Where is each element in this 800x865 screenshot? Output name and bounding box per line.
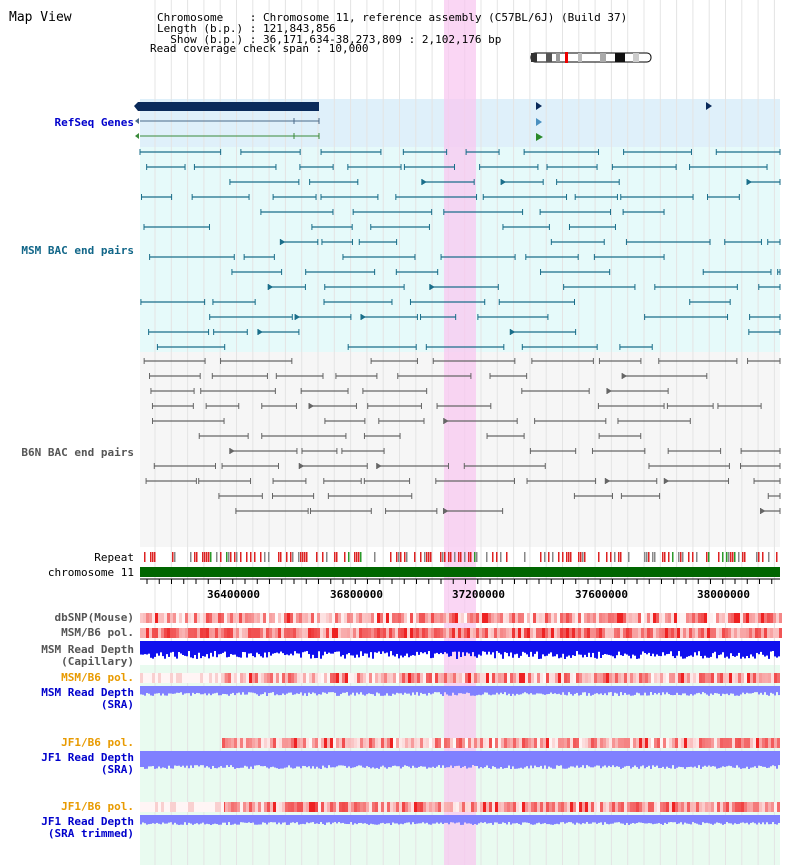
track-label-jf1-b6-pol-2[interactable]: JF1/B6 pol.: [61, 800, 134, 813]
info-length: Length (b.p.) : 121,843,856: [157, 22, 336, 35]
track-label-jf1-b6-pol-1[interactable]: JF1/B6 pol.: [61, 736, 134, 749]
chromosome-bar[interactable]: [140, 567, 780, 577]
track-label-msm-depth-cap[interactable]: MSM Read Depth: [41, 643, 134, 656]
axis-tick-label: 36400000: [207, 588, 260, 601]
track-label-msm-depth-cap-sub: (Capillary): [61, 655, 134, 668]
track-label-b6n-bac[interactable]: B6N BAC end pairs: [21, 446, 134, 459]
read-depth-tracks[interactable]: [140, 641, 780, 825]
ideogram-position-marker: [565, 52, 568, 63]
info-coverage-span: Read coverage check span : 10,000: [150, 42, 369, 55]
coordinate-axis: [140, 578, 780, 584]
track-label-jf1-depth-trim-sub: (SRA trimmed): [47, 827, 134, 840]
selection-highlight[interactable]: [444, 0, 476, 865]
msm-bac-end-pairs[interactable]: [139, 149, 781, 350]
refseq-genes[interactable]: [134, 102, 712, 141]
axis-tick-label: 37600000: [575, 588, 628, 601]
track-label-msm-depth-sra-sub: (SRA): [100, 698, 134, 711]
track-label-refseq[interactable]: RefSeq Genes: [54, 116, 134, 129]
track-label-jf1-depth-sub: (SRA): [100, 763, 134, 776]
info-chromosome: Chromosome : Chromosome 11, reference as…: [157, 11, 628, 24]
axis-tick-label: 36800000: [330, 588, 383, 601]
track-label-repeat[interactable]: Repeat: [94, 551, 134, 564]
chromosome-ideogram[interactable]: [530, 52, 652, 63]
info-show-range: Show (b.p.) : 36,171,634-38,273,809 : 2,…: [157, 33, 502, 46]
axis-tick-label: 38000000: [697, 588, 750, 601]
page-title: Map View: [9, 10, 72, 25]
repeat-track[interactable]: [144, 552, 778, 562]
track-label-msm-depth-sra[interactable]: MSM Read Depth: [41, 686, 134, 699]
track-label-msm-bac[interactable]: MSM BAC end pairs: [21, 244, 134, 257]
axis-tick-label: 37200000: [452, 588, 505, 601]
track-label-jf1-depth[interactable]: JF1 Read Depth: [41, 751, 134, 764]
b6n-bac-end-pairs[interactable]: [143, 358, 781, 514]
track-label-msm-b6-pol-2[interactable]: MSM/B6 pol.: [61, 671, 134, 684]
track-label-msm-b6-pol-1[interactable]: MSM/B6 pol.: [61, 626, 134, 639]
grid-lines: [154, 0, 775, 865]
polymorphism-tracks[interactable]: [140, 613, 782, 812]
track-label-chromosome: chromosome 11: [47, 566, 134, 579]
track-label-dbsnp[interactable]: dbSNP(Mouse): [54, 611, 134, 624]
track-label-jf1-depth-trim[interactable]: JF1 Read Depth: [41, 815, 134, 828]
